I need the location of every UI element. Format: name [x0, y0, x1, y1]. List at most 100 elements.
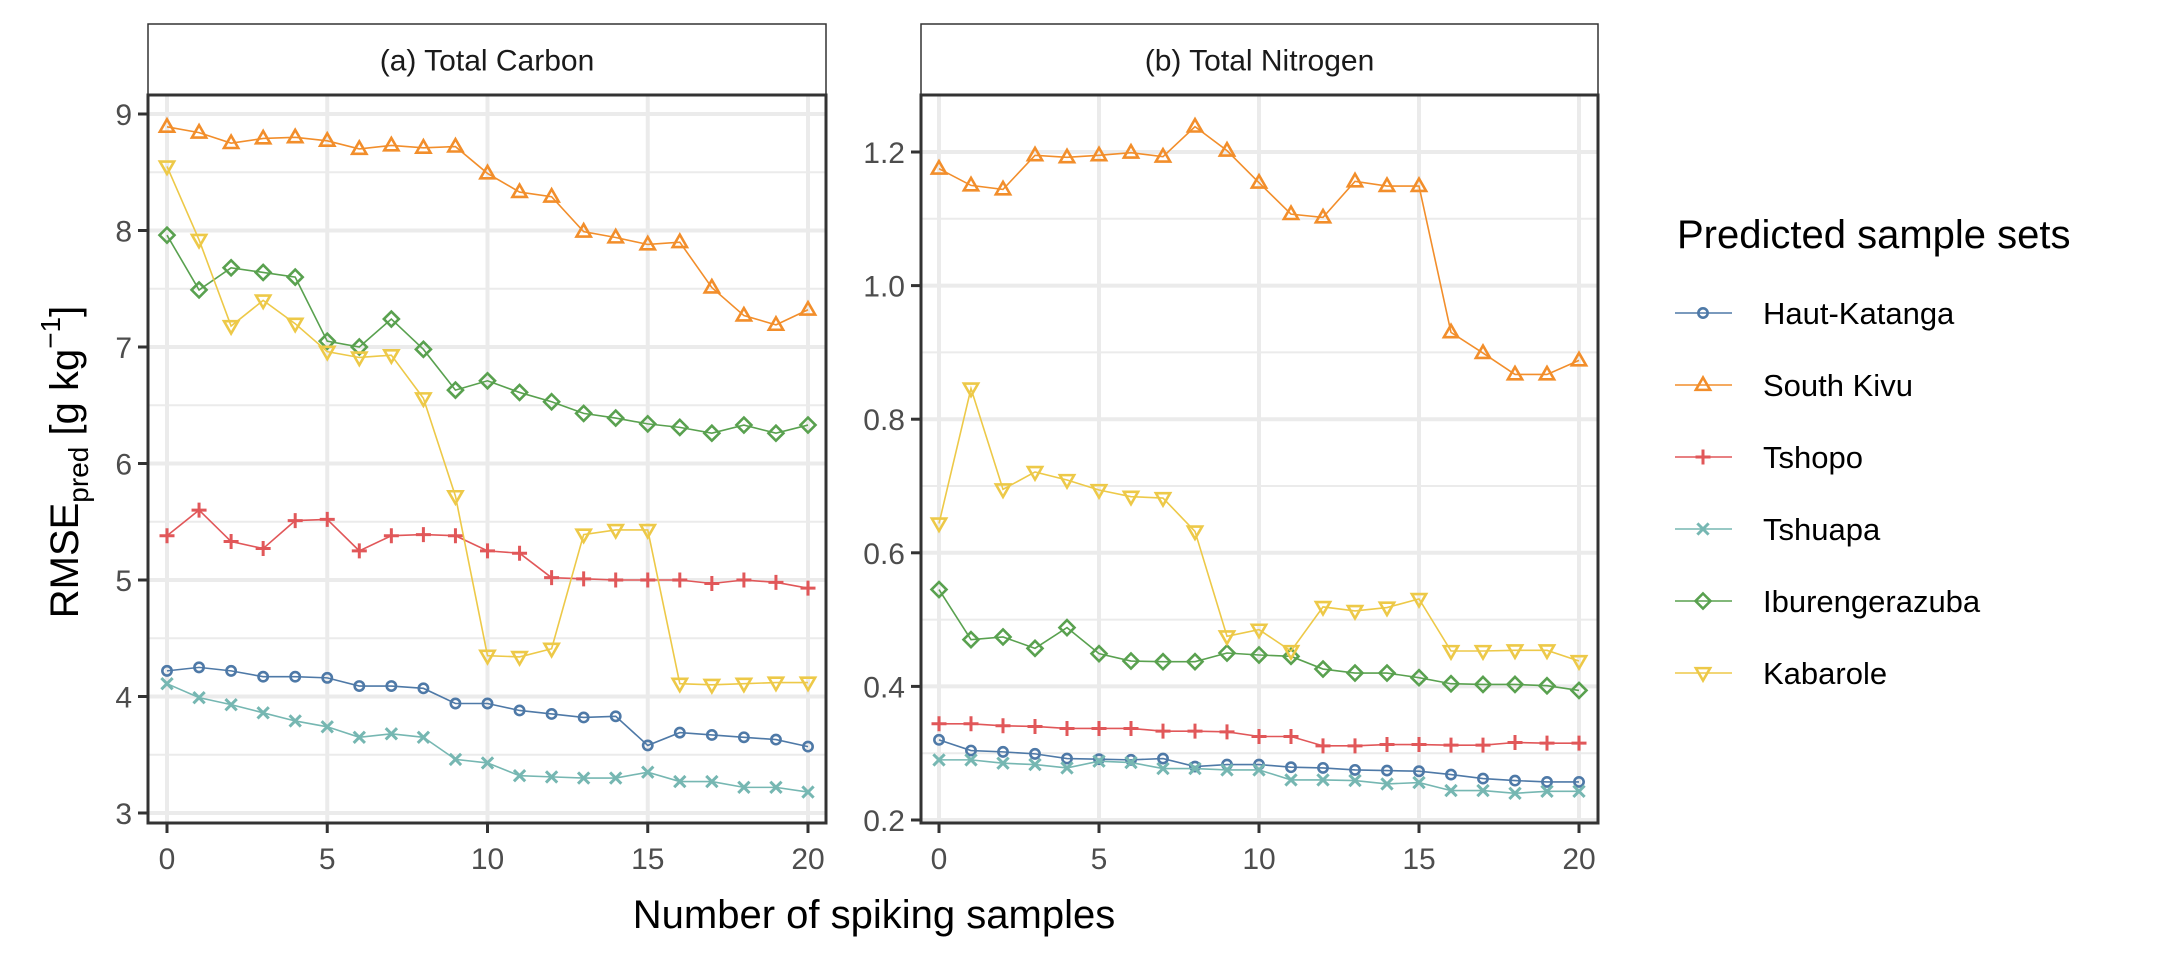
data-point-tshuapa — [384, 727, 399, 741]
series-kabarole — [929, 382, 1589, 672]
data-point-tshuapa — [1380, 777, 1394, 791]
data-point-south-kivu — [1057, 147, 1077, 164]
data-point-south-kivu — [349, 138, 369, 156]
data-point-haut-katanga — [769, 733, 782, 746]
data-point-tshuapa — [1348, 773, 1362, 788]
data-point-tshuapa — [673, 774, 687, 789]
data-point-tshuapa — [1028, 757, 1042, 772]
data-point-iburengerazuba — [702, 423, 722, 443]
axes-total-nitrogen: 0.2 0.4 0.6 0.8 1.0 1.2 0 5 10 15 20 — [863, 137, 1595, 876]
data-point-south-kivu — [1569, 350, 1589, 367]
data-point-haut-katanga — [997, 745, 1009, 758]
data-point-kabarole — [1185, 525, 1205, 542]
legend-label: Haut-Katanga — [1763, 296, 1955, 331]
legend-item-south-kivu: South Kivu — [1675, 368, 1913, 403]
legend-item-tshopo: Tshopo — [1675, 440, 1863, 475]
data-point-iburengerazuba — [253, 263, 273, 282]
data-point-haut-katanga — [1317, 761, 1329, 774]
data-point-tshuapa — [1572, 784, 1586, 798]
series-line-kabarole — [166, 166, 808, 686]
data-point-tshopo — [931, 716, 947, 732]
panel-title-total-nitrogen: (b) Total Nitrogen — [1145, 45, 1375, 78]
data-point-south-kivu — [606, 227, 626, 244]
data-point-haut-katanga — [225, 664, 238, 677]
data-point-kabarole — [221, 319, 241, 337]
data-point-tshuapa — [1540, 784, 1554, 798]
data-point-haut-katanga — [1189, 760, 1201, 773]
data-point-tshopo — [963, 716, 979, 732]
data-point-haut-katanga — [1157, 752, 1169, 765]
data-point-tshopo — [640, 572, 656, 588]
data-point-south-kivu — [446, 136, 465, 153]
data-point-iburengerazuba — [542, 392, 561, 412]
series-line-haut-katanga — [166, 666, 809, 748]
data-point-tshuapa — [705, 774, 719, 789]
data-point-tshuapa — [1060, 761, 1074, 775]
data-point-iburengerazuba — [285, 267, 305, 287]
data-point-tshopo — [736, 572, 752, 588]
data-point-south-kivu — [1089, 145, 1109, 162]
data-point-kabarole — [317, 345, 337, 362]
data-point-tshopo — [191, 502, 207, 518]
series-layer-total-carbon — [157, 116, 818, 799]
data-point-haut-katanga — [1381, 764, 1393, 777]
data-point-tshuapa — [480, 756, 495, 770]
panel-total-carbon: (a) Total Carbon 3 4 5 6 7 8 9 0 5 10 15 20 — [115, 23, 828, 876]
data-point-tshuapa — [288, 714, 302, 728]
data-point-south-kivu — [542, 186, 561, 203]
series-line-kabarole — [938, 385, 1580, 662]
y-tick-label: 8 — [115, 216, 132, 249]
x-tick-label: 20 — [791, 843, 824, 876]
data-point-south-kivu — [1377, 175, 1397, 193]
data-point-kabarole — [929, 517, 949, 534]
data-point-tshopo — [1539, 735, 1555, 751]
data-point-tshopo — [383, 528, 399, 544]
legend-key-diamond-icon — [1693, 591, 1713, 611]
data-point-kabarole — [381, 348, 401, 366]
data-point-tshopo — [1283, 729, 1299, 744]
data-point-haut-katanga — [965, 744, 977, 757]
legend-label: Tshuapa — [1763, 512, 1881, 547]
data-point-tshuapa — [1508, 786, 1522, 800]
series-line-haut-katanga — [938, 739, 1579, 783]
x-tick-label: 10 — [471, 843, 504, 876]
data-point-tshopo — [447, 528, 463, 544]
data-point-iburengerazuba — [606, 408, 626, 428]
data-point-tshuapa — [192, 690, 206, 705]
data-point-tshuapa — [1284, 773, 1298, 787]
data-point-haut-katanga — [737, 731, 750, 744]
panel-title-total-carbon: (a) Total Carbon — [380, 45, 595, 78]
data-point-kabarole — [702, 678, 722, 695]
data-point-kabarole — [961, 382, 981, 399]
data-point-south-kivu — [766, 314, 786, 332]
data-point-kabarole — [734, 677, 754, 694]
data-point-iburengerazuba — [349, 337, 369, 357]
data-point-tshuapa — [576, 771, 591, 785]
data-point-tshopo — [1123, 720, 1139, 736]
data-point-tshopo — [512, 545, 528, 561]
data-point-south-kivu — [317, 130, 337, 147]
series-line-south-kivu — [166, 126, 809, 326]
data-point-haut-katanga — [1349, 763, 1361, 776]
legend-key-circle-icon — [1697, 307, 1709, 319]
data-point-south-kivu — [1281, 204, 1301, 221]
strip-total-carbon — [147, 23, 827, 96]
data-point-iburengerazuba — [1025, 638, 1045, 658]
series-layer-total-nitrogen — [929, 116, 1589, 800]
data-point-tshopo — [1379, 737, 1395, 753]
data-point-tshopo — [1251, 729, 1267, 744]
data-point-tshuapa — [224, 697, 238, 712]
data-point-iburengerazuba — [1121, 651, 1141, 671]
data-point-tshuapa — [609, 771, 623, 785]
series-line-iburengerazuba — [166, 234, 809, 435]
data-point-tshuapa — [352, 730, 366, 744]
grid-total-carbon — [148, 95, 826, 823]
data-point-iburengerazuba — [961, 630, 981, 649]
data-point-tshopo — [351, 543, 367, 559]
y-tick-label: 0.8 — [863, 404, 905, 437]
data-point-iburengerazuba — [1409, 668, 1429, 688]
data-point-kabarole — [1505, 644, 1525, 661]
data-point-tshopo — [544, 570, 560, 586]
data-point-iburengerazuba — [1153, 652, 1173, 672]
data-point-kabarole — [157, 160, 177, 177]
